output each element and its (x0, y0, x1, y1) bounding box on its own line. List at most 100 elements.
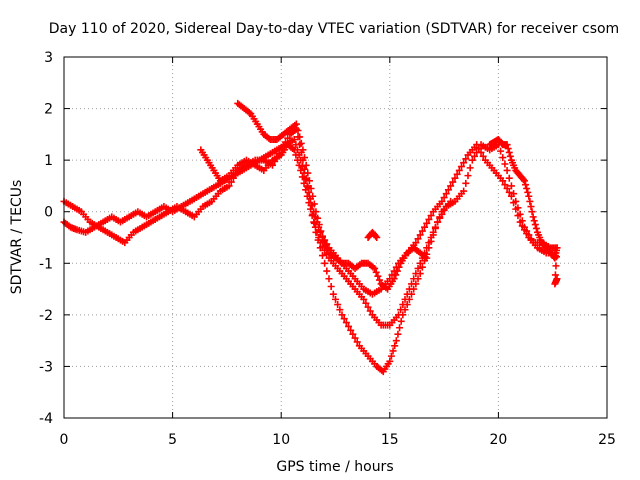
data-point (394, 311, 402, 319)
data-point (526, 197, 534, 205)
data-point (302, 186, 310, 194)
data-point (524, 188, 532, 196)
data-point (408, 280, 416, 288)
data-point (372, 232, 380, 240)
data-point (395, 263, 403, 271)
data-point (318, 252, 326, 260)
data-point (457, 163, 465, 171)
data-point (447, 197, 455, 205)
data-point (410, 275, 418, 283)
data-point (444, 186, 452, 194)
data-point (308, 212, 316, 220)
data-point (468, 156, 476, 164)
data-point (453, 170, 461, 178)
data-point (320, 237, 328, 245)
data-point (403, 290, 411, 298)
data-point (553, 275, 561, 283)
data-point (503, 185, 511, 193)
x-tick-label: 5 (168, 432, 177, 448)
data-point (322, 241, 330, 249)
data-point (366, 307, 374, 315)
data-point (431, 223, 439, 231)
data-point (334, 301, 342, 309)
data-point (307, 205, 315, 213)
data-point (462, 179, 470, 187)
data-point (301, 165, 309, 173)
data-point (311, 223, 319, 231)
data-point (323, 245, 331, 253)
data-point (309, 192, 317, 200)
data-point (451, 174, 459, 182)
data-point (305, 199, 313, 207)
data-point (297, 166, 305, 174)
data-point (296, 133, 304, 141)
data-point (225, 182, 233, 190)
data-point (305, 177, 313, 185)
data-point (374, 272, 382, 280)
data-point (325, 275, 333, 283)
data-point (553, 253, 561, 261)
data-point (520, 177, 528, 185)
data-point (329, 290, 337, 298)
data-point (342, 319, 350, 327)
data-point (460, 159, 468, 167)
data-point (423, 254, 431, 262)
data-point (284, 134, 292, 142)
data-point (416, 231, 424, 239)
chart-title: Day 110 of 2020, Sidereal Day-to-day VTE… (49, 21, 619, 37)
data-point (317, 227, 325, 235)
data-point (464, 172, 472, 180)
data-point (516, 210, 524, 218)
data-point (553, 244, 561, 252)
data-point (522, 181, 530, 189)
data-point (504, 145, 512, 153)
data-point (507, 182, 515, 190)
ticks (63, 56, 608, 419)
x-tick-label: 25 (598, 432, 616, 448)
data-point (440, 194, 448, 202)
data-point (429, 228, 437, 236)
data-point (364, 303, 372, 311)
data-point (327, 282, 335, 290)
data-point (389, 347, 397, 355)
data-point (386, 357, 394, 365)
data-point (505, 174, 513, 182)
data-point (512, 197, 520, 205)
data-point (290, 146, 298, 154)
x-tick-label: 15 (381, 432, 399, 448)
data-point (227, 178, 235, 186)
data-point (460, 187, 468, 195)
data-point (421, 223, 429, 231)
data-point (298, 173, 306, 181)
y-tick-label: 1 (44, 153, 53, 169)
data-point (425, 215, 433, 223)
data-point (501, 181, 509, 189)
data-point (351, 334, 359, 342)
data-point (313, 228, 321, 236)
data-point (318, 243, 326, 251)
data-point (310, 218, 318, 226)
data-point (473, 148, 481, 156)
data-point (418, 263, 426, 271)
data-point (399, 301, 407, 309)
plot-frame (63, 56, 608, 419)
data-point (434, 218, 442, 226)
data-point (391, 342, 399, 350)
data-point (455, 166, 463, 174)
data-point (387, 352, 395, 360)
data-point (304, 169, 312, 177)
data-point (503, 141, 511, 149)
data-point (527, 235, 535, 243)
data-point (314, 214, 322, 222)
data-point (373, 234, 381, 241)
data-point (531, 221, 539, 229)
data-point (519, 175, 527, 183)
data-point (290, 136, 298, 144)
data-point (321, 259, 329, 267)
data-point (497, 147, 505, 155)
data-point (442, 190, 450, 198)
data-point (345, 322, 353, 330)
data-point (525, 231, 533, 239)
data-point (416, 259, 424, 267)
y-tick-label: -3 (39, 359, 53, 375)
